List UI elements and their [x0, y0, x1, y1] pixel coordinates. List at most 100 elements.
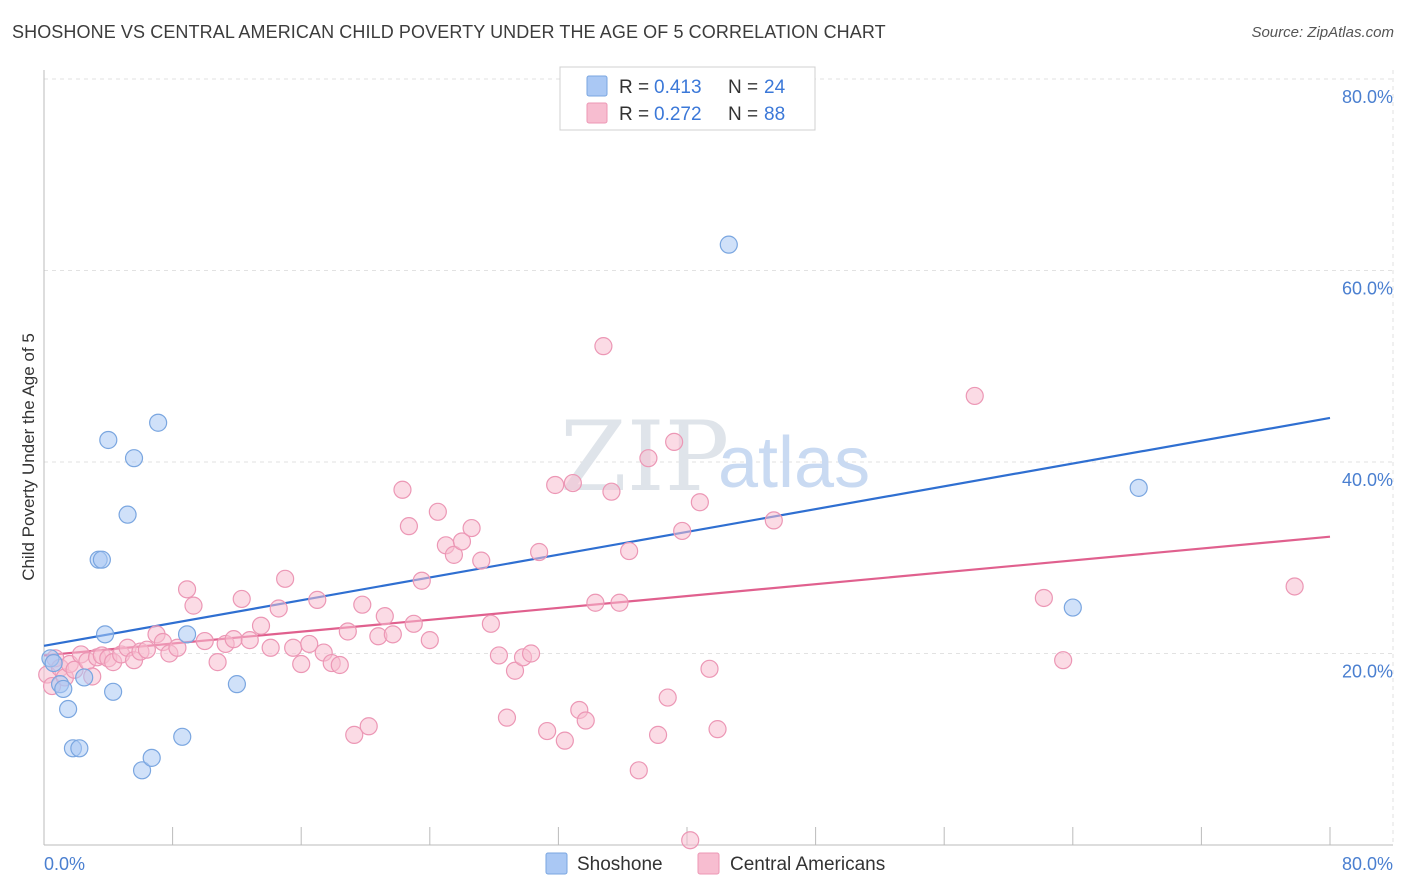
- central-americans-point-29: [232, 589, 251, 609]
- central-americans-point-28: [224, 630, 243, 649]
- shoshone-point-9: [92, 550, 111, 569]
- central-americans-point-53: [420, 630, 439, 650]
- central-americans-point-69: [555, 731, 574, 750]
- legend-n-label-1: N =: [728, 77, 758, 98]
- legend-swatch-central: [586, 102, 608, 124]
- legend-r-label-2: R =: [619, 104, 649, 125]
- central-americans-point-79: [639, 449, 658, 468]
- chart-title: SHOSHONE VS CENTRAL AMERICAN CHILD POVER…: [12, 22, 886, 42]
- central-americans-point-41: [330, 655, 349, 675]
- central-americans-point-76: [610, 593, 629, 612]
- central-americans-point-78: [629, 761, 648, 780]
- central-americans-point-88: [764, 511, 783, 530]
- y-axis-label: Child Poverty Under the Age of 5: [19, 333, 38, 581]
- central-americans-point-45: [359, 717, 378, 736]
- shoshone-point-17: [149, 413, 168, 432]
- central-americans-point-22: [168, 638, 187, 657]
- central-americans-point-73: [586, 593, 605, 612]
- legend-n-value-2: 88: [764, 104, 785, 125]
- central-americans-point-90: [1034, 588, 1053, 608]
- shoshone-point-7: [75, 668, 94, 687]
- shoshone-point-23: [1129, 478, 1148, 497]
- central-americans-point-84: [681, 831, 700, 850]
- shoshone-point-16: [142, 748, 161, 767]
- central-americans-point-80: [648, 725, 668, 744]
- shoshone-point-13: [118, 505, 137, 524]
- central-americans-point-38: [308, 590, 327, 609]
- central-americans-point-63: [505, 661, 525, 680]
- central-americans-point-87: [708, 720, 727, 739]
- y-tick-label-1: 40.0%: [1342, 470, 1393, 490]
- central-americans-point-62: [497, 708, 517, 727]
- legend-n-value-1: 24: [764, 77, 786, 98]
- central-americans-point-34: [276, 569, 295, 588]
- central-americans-point-86: [700, 659, 719, 678]
- shoshone-points: [41, 235, 1148, 780]
- legend-r-value-2: 0.272: [654, 104, 702, 125]
- central-americans-point-52: [412, 571, 431, 590]
- shoshone-point-1: [44, 653, 63, 673]
- y-tick-labels: 20.0% 40.0% 60.0% 80.0%: [1342, 87, 1393, 682]
- central-americans-point-59: [472, 551, 491, 570]
- central-americans-point-75: [602, 482, 621, 501]
- axes: [43, 70, 1393, 846]
- central-americans-point-91: [1054, 651, 1073, 670]
- central-americans-point-25: [195, 631, 214, 651]
- central-americans-point-66: [530, 542, 549, 562]
- central-americans-point-82: [665, 432, 684, 451]
- central-americans-point-31: [251, 616, 271, 635]
- shoshone-point-18: [173, 727, 192, 746]
- central-americans-point-68: [546, 475, 565, 495]
- bottom-legend: Shoshone Central Americans: [545, 852, 885, 875]
- central-americans-point-92: [1285, 577, 1304, 596]
- legend-r-value-1: 0.413: [654, 77, 702, 98]
- central-americans-point-23: [177, 580, 197, 599]
- shoshone-point-10: [95, 625, 115, 644]
- central-americans-point-47: [375, 607, 394, 626]
- central-americans-point-56: [444, 545, 464, 564]
- central-americans-point-89: [965, 386, 984, 406]
- central-americans-point-48: [383, 625, 402, 644]
- central-americans-point-51: [404, 614, 423, 633]
- central-americans-point-77: [620, 541, 639, 561]
- x-tick-label-min: 0.0%: [44, 854, 85, 874]
- central-americans-point-33: [269, 599, 288, 618]
- central-americans-point-70: [563, 473, 582, 493]
- shoshone-point-11: [99, 430, 118, 450]
- central-americans-point-85: [690, 493, 709, 512]
- central-americans-point-65: [521, 644, 541, 663]
- central-americans-point-24: [184, 596, 203, 615]
- central-americans-point-37: [300, 634, 319, 654]
- central-americans-point-36: [292, 654, 311, 674]
- shoshone-point-12: [104, 682, 123, 701]
- y-tick-label-3: 80.0%: [1342, 87, 1393, 107]
- bottom-legend-label-central: Central Americans: [730, 854, 885, 875]
- central-americans-point-54: [428, 502, 447, 521]
- central-americans-point-50: [399, 517, 419, 536]
- bottom-legend-swatch-shoshone: [545, 852, 568, 875]
- central-americans-point-61: [489, 646, 509, 665]
- central-americans-point-81: [658, 688, 677, 707]
- legend-swatch-shoshone: [586, 75, 608, 97]
- y-tick-label-2: 60.0%: [1342, 279, 1393, 299]
- bottom-legend-label-shoshone: Shoshone: [577, 854, 663, 875]
- central-americans-point-58: [462, 518, 481, 538]
- central-americans-point-44: [353, 595, 372, 614]
- shoshone-point-6: [70, 739, 89, 758]
- source-label: Source: ZipAtlas.com: [1251, 24, 1394, 41]
- x-tick-labels: 0.0% 80.0%: [44, 854, 1393, 874]
- shoshone-point-22: [1063, 598, 1082, 617]
- central-americans-point-49: [393, 480, 412, 499]
- shoshone-point-21: [719, 235, 738, 254]
- central-americans-point-72: [576, 711, 595, 730]
- central-americans-point-67: [538, 721, 557, 741]
- central-americans-point-74: [594, 337, 613, 356]
- central-americans-point-57: [452, 532, 472, 551]
- shoshone-point-20: [227, 675, 246, 694]
- central-americans-point-43: [345, 725, 364, 744]
- shoshone-point-15: [132, 761, 152, 780]
- legend-r-label-1: R =: [619, 77, 649, 98]
- central-americans-point-26: [208, 653, 227, 672]
- bottom-legend-swatch-central: [697, 852, 720, 875]
